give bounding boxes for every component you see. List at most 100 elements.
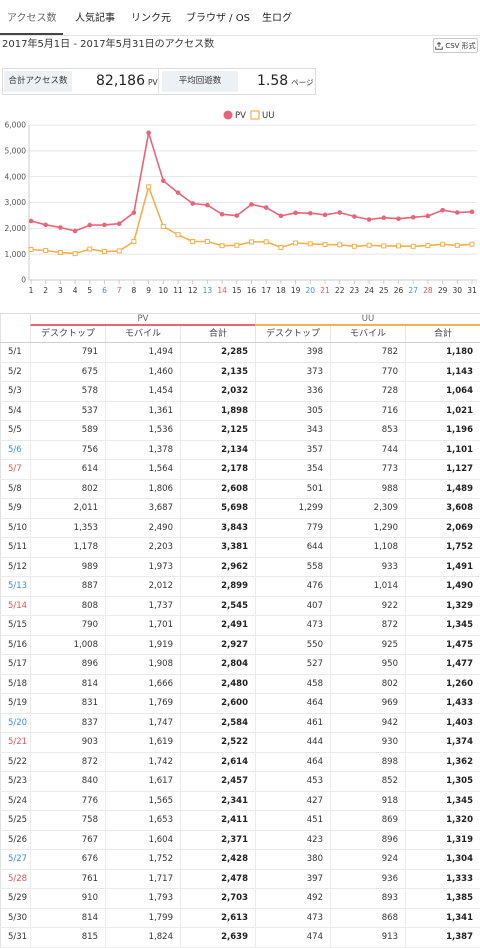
pv-total-cell: 2,491 [180,616,255,635]
x-tick-label: 7 [117,286,122,295]
uu-total-cell: 1,127 [405,460,480,479]
tab-popular-articles[interactable]: 人気記事 [75,13,115,24]
pv-desktop-cell: 814 [30,674,105,693]
y-tick-label: 4,000 [5,172,27,181]
uu-mobile-cell: 773 [330,460,405,479]
table-row: 5/19 831 1,769 2,600 464 969 1,433 [0,694,480,714]
pv-total-cell: 2,613 [180,908,255,927]
uu-mobile-cell: 913 [330,928,405,947]
stats-panel [2,68,316,95]
uu-point [425,243,431,249]
pv-point [131,210,137,215]
pv-mobile-cell: 1,806 [105,479,180,498]
pv-point [440,207,445,213]
table-row: 5/12 989 1,973 2,962 558 933 1,491 [0,557,480,577]
pv-point [58,225,63,230]
row-date: 5/8 [0,479,30,498]
table-row: 5/21 903 1,619 2,522 444 930 1,374 [0,733,480,753]
pv-total-cell: 3,381 [180,538,255,557]
pv-desktop-cell: 676 [30,850,105,869]
pv-point [396,216,401,222]
pv-mobile-cell: 1,717 [105,869,180,888]
table-row: 5/3 578 1,454 2,032 336 728 1,064 [0,382,480,402]
uu-total-cell: 1,260 [405,674,480,693]
table-row: 5/9 2,011 3,687 5,698 1,299 2,309 3,608 [0,499,480,519]
uu-point [249,239,254,245]
pv-mobile-cell: 3,687 [105,499,180,518]
pv-total-cell: 2,608 [180,479,255,498]
uu-point [204,239,210,245]
uu-mobile-cell: 728 [330,382,405,401]
pv-mobile-cell: 1,617 [105,772,180,791]
uu-point [322,242,328,248]
uu-total-cell: 2,069 [405,518,480,537]
row-date: 5/11 [0,538,30,557]
uu-mobile-cell: 744 [330,440,405,459]
table-row: 5/31 815 1,824 2,639 474 913 1,387 [0,928,480,948]
pv-mobile-cell: 1,799 [105,908,180,927]
row-date: 5/7 [0,460,30,479]
x-tick-label: 3 [58,286,63,295]
table-column-header: デスクトップ モバイル 合計 デスクトップ モバイル 合計 [0,326,480,343]
pv-mobile-cell: 1,752 [105,850,180,869]
uu-mobile-cell: 936 [330,869,405,888]
table-row: 5/10 1,353 2,490 3,843 779 1,290 2,069 [0,518,480,538]
uu-total-cell: 1,433 [405,694,480,713]
pv-point [43,222,48,228]
row-date: 5/2 [0,362,30,381]
total-access-stat: 82,186 PV [96,71,158,92]
pv-total-cell: 2,134 [180,440,255,459]
pv-desktop-cell: 837 [30,713,105,732]
row-date: 5/15 [0,616,30,635]
tab-access-count[interactable]: アクセス数 [7,13,57,24]
legend-item-uu[interactable]: UU [250,110,274,121]
uu-desktop-cell: 550 [255,635,330,654]
uu-point [43,247,49,253]
table-row: 5/22 872 1,742 2,614 464 898 1,362 [0,752,480,772]
uu-total-cell: 1,304 [405,850,480,869]
tab-raw-log[interactable]: 生ログ [262,13,292,24]
uu-desktop-cell: 427 [255,791,330,810]
stats-divider [158,69,159,94]
uu-total-cell: 1,329 [405,596,480,615]
table-row: 5/6 756 1,378 2,134 357 744 1,101 [0,440,480,460]
table-row: 5/27 676 1,752 2,428 380 924 1,304 [0,850,480,870]
tab-browser-os[interactable]: ブラウザ / OS [186,13,250,24]
pv-total-cell: 2,600 [180,694,255,713]
uu-desktop-cell: 492 [255,889,330,908]
row-date: 5/6 [0,440,30,459]
csv-export-button[interactable]: CSV 形式 [433,38,478,53]
row-date: 5/1 [0,343,30,362]
uu-total-header: 合計 [405,326,480,342]
pv-desktop-cell: 589 [30,421,105,440]
pv-mobile-cell: 1,565 [105,791,180,810]
pv-total-cell: 2,899 [180,577,255,596]
pv-mobile-header: モバイル [105,326,180,342]
pv-total-cell: 2,703 [180,889,255,908]
row-date: 5/9 [0,499,30,518]
pv-point [263,205,269,210]
uu-point [102,249,107,255]
uu-point [175,232,181,238]
uu-total-cell: 1,143 [405,362,480,381]
uu-total-cell: 1,374 [405,733,480,752]
uu-point [234,242,240,248]
uu-point [351,243,357,249]
row-date: 5/5 [0,421,30,440]
uu-point [410,243,416,249]
pv-desktop-cell: 1,008 [30,635,105,654]
tab-referrers[interactable]: リンク元 [131,13,171,24]
pv-total-cell: 5,698 [180,499,255,518]
row-date: 5/28 [0,869,30,888]
uu-mobile-cell: 924 [330,850,405,869]
pv-total-cell: 2,178 [180,460,255,479]
uu-mobile-cell: 852 [330,772,405,791]
pv-point [366,217,372,222]
uu-desktop-cell: 373 [255,362,330,381]
table-row: 5/2 675 1,460 2,135 373 770 1,143 [0,362,480,382]
uu-total-cell: 1,021 [405,401,480,420]
row-date: 5/27 [0,850,30,869]
pv-point [190,201,195,206]
legend-item-pv[interactable]: PV [223,110,247,122]
x-tick-label: 15 [232,286,242,295]
